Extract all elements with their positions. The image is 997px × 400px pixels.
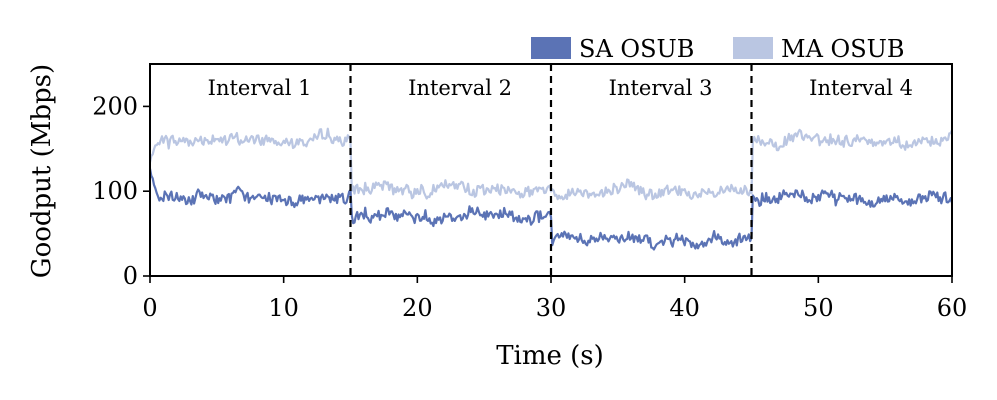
axis-ticks: 0 10 20 30 40 50 60 0 100 200 (92, 92, 967, 322)
legend: SA OSUB MA OSUB (531, 35, 905, 63)
y-tick-label: 100 (92, 177, 138, 205)
x-tick-label: 20 (402, 294, 433, 322)
x-tick-label: 0 (142, 294, 157, 322)
interval-label: Interval 2 (408, 76, 512, 100)
legend-label-sa-osub: SA OSUB (579, 35, 694, 63)
x-tick-label: 60 (937, 294, 968, 322)
x-tick-label: 40 (669, 294, 700, 322)
interval-label: Interval 3 (609, 76, 713, 100)
x-tick-label: 50 (803, 294, 834, 322)
interval-label: Interval 4 (809, 76, 913, 100)
y-tick-label: 200 (92, 92, 138, 120)
y-axis-label: Goodput (Mbps) (27, 64, 57, 278)
series-layer (148, 127, 954, 251)
legend-label-ma-osub: MA OSUB (781, 35, 905, 63)
interval-annotations: Interval 1 Interval 2 Interval 3 Interval 4 (208, 76, 913, 100)
x-axis-label: Time (s) (496, 341, 604, 371)
interval-label: Interval 1 (208, 76, 312, 100)
x-tick-label: 10 (268, 294, 299, 322)
series-line-sa-osub (148, 168, 954, 251)
legend-swatch-sa-osub (531, 37, 571, 59)
series-line-ma-osub (148, 127, 954, 201)
legend-swatch-ma-osub (733, 37, 773, 59)
x-tick-label: 30 (536, 294, 567, 322)
y-tick-label: 0 (123, 262, 138, 290)
